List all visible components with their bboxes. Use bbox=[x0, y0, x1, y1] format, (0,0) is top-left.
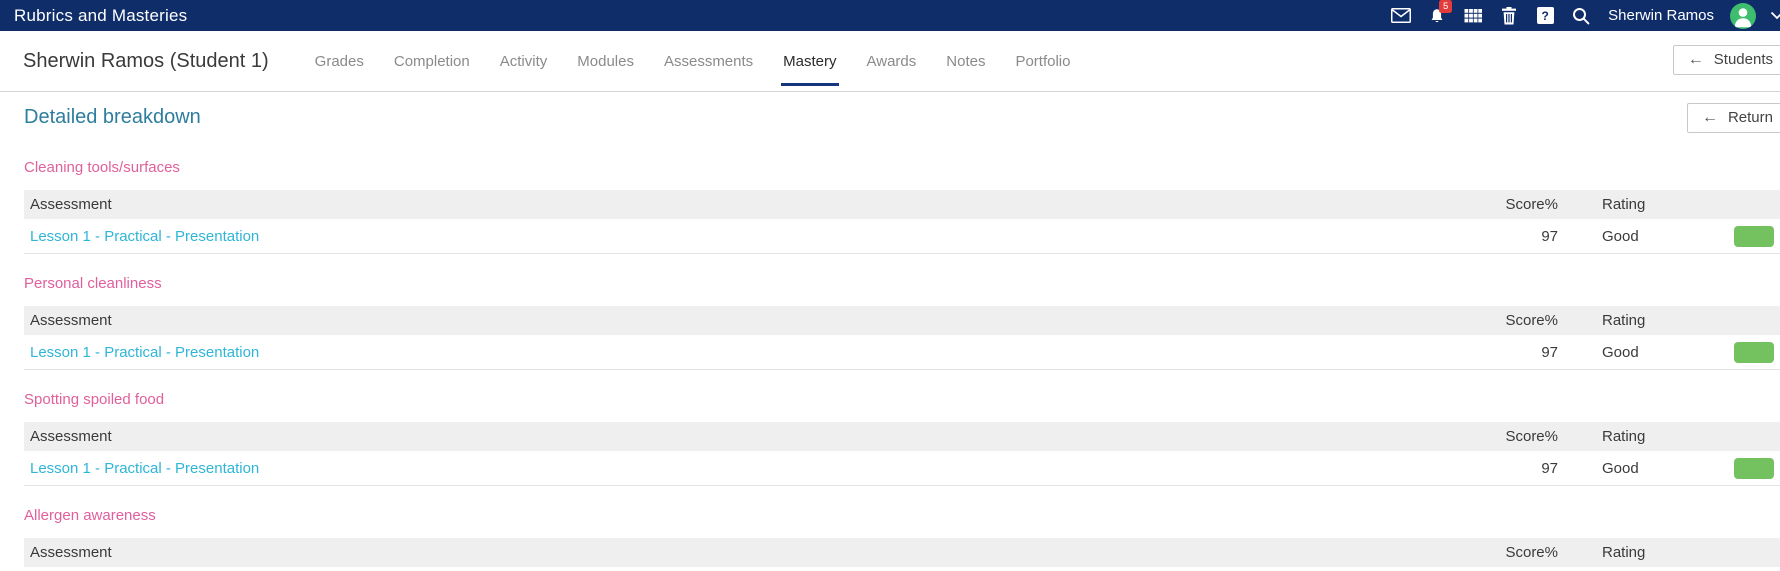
mastery-section: Cleaning tools/surfaces Assessment Score… bbox=[24, 159, 1780, 254]
return-button[interactable]: ← Return bbox=[1686, 103, 1780, 133]
rating-value: Good bbox=[1602, 227, 1639, 245]
app-title: Rubrics and Masteries bbox=[14, 5, 188, 25]
score-value: 97 bbox=[1541, 459, 1558, 477]
assessment-table: Assessment Score% Rating Lesson 1 - Prac… bbox=[24, 422, 1780, 486]
col-rating: Rating bbox=[1602, 312, 1646, 329]
tab-mastery[interactable]: Mastery bbox=[781, 31, 839, 92]
tab-portfolio[interactable]: Portfolio bbox=[1015, 52, 1071, 70]
col-score: Score% bbox=[1505, 196, 1558, 213]
col-assessment: Assessment bbox=[30, 544, 112, 561]
back-arrow-icon: ← bbox=[1701, 108, 1718, 126]
students-button-label: Students bbox=[1713, 51, 1773, 68]
rating-color-badge[interactable] bbox=[1734, 457, 1774, 479]
rating-value: Good bbox=[1602, 343, 1639, 361]
topbar-actions: 5 ? bbox=[1390, 0, 1780, 31]
section-title: Allergen awareness bbox=[24, 507, 156, 524]
section-title: Cleaning tools/surfaces bbox=[24, 159, 180, 176]
tab-completion[interactable]: Completion bbox=[393, 52, 470, 70]
col-score: Score% bbox=[1505, 544, 1558, 561]
col-score: Score% bbox=[1505, 312, 1558, 329]
user-menu-name[interactable]: Sherwin Ramos bbox=[1608, 7, 1714, 24]
rating-color-badge[interactable] bbox=[1734, 225, 1774, 247]
mail-icon[interactable] bbox=[1390, 0, 1412, 31]
table-header-row: Assessment Score% Rating bbox=[24, 538, 1780, 567]
mastery-section: Spotting spoiled food Assessment Score% … bbox=[24, 391, 1780, 486]
avatar[interactable] bbox=[1730, 2, 1756, 29]
back-arrow-icon: ← bbox=[1687, 50, 1704, 68]
score-value: 97 bbox=[1541, 227, 1558, 245]
tab-bar: Grades Completion Activity Modules Asses… bbox=[314, 31, 1071, 92]
section-title: Spotting spoiled food bbox=[24, 391, 165, 408]
assessment-table: Assessment Score% Rating Lesson 1 - Prac… bbox=[24, 190, 1780, 254]
assessment-table: Assessment Score% Rating Lesson 1 - Prac… bbox=[24, 538, 1780, 571]
page-title: Sherwin Ramos (Student 1) bbox=[23, 49, 269, 72]
student-header: Sherwin Ramos (Student 1) Grades Complet… bbox=[0, 31, 1780, 92]
col-rating: Rating bbox=[1602, 428, 1646, 445]
return-button-label: Return bbox=[1727, 109, 1773, 126]
main-content: Detailed breakdown ← Return Cleaning too… bbox=[0, 92, 1780, 571]
tab-awards[interactable]: Awards bbox=[866, 52, 917, 70]
col-assessment: Assessment bbox=[30, 196, 112, 213]
rating-value: Good bbox=[1602, 459, 1639, 477]
chevron-down-icon[interactable] bbox=[1770, 7, 1780, 25]
col-rating: Rating bbox=[1602, 544, 1646, 561]
grid-icon[interactable] bbox=[1462, 0, 1484, 31]
search-icon[interactable] bbox=[1570, 0, 1592, 31]
score-value: 97 bbox=[1541, 343, 1558, 361]
assessment-table: Assessment Score% Rating Lesson 1 - Prac… bbox=[24, 306, 1780, 370]
rating-color-badge[interactable] bbox=[1734, 341, 1774, 363]
col-assessment: Assessment bbox=[30, 428, 112, 445]
section-title: Personal cleanliness bbox=[24, 275, 162, 292]
tab-notes[interactable]: Notes bbox=[946, 52, 986, 70]
assessment-link[interactable]: Lesson 1 - Practical - Presentation bbox=[30, 459, 260, 477]
notifications-bell-icon[interactable]: 5 bbox=[1426, 0, 1453, 31]
tab-grades[interactable]: Grades bbox=[314, 52, 364, 70]
section-heading: Detailed breakdown bbox=[24, 106, 201, 128]
content-header-row: Detailed breakdown ← Return bbox=[24, 103, 1780, 138]
table-row: Lesson 1 - Practical - Presentation 97 G… bbox=[24, 451, 1780, 486]
mastery-section: Personal cleanliness Assessment Score% R… bbox=[24, 275, 1780, 370]
tab-activity[interactable]: Activity bbox=[499, 52, 548, 70]
notification-badge: 5 bbox=[1439, 0, 1453, 13]
help-icon[interactable]: ? bbox=[1534, 0, 1556, 31]
col-score: Score% bbox=[1505, 428, 1558, 445]
col-rating: Rating bbox=[1602, 196, 1646, 213]
table-row: Lesson 1 - Practical - Presentation 97 G… bbox=[24, 219, 1780, 254]
table-header-row: Assessment Score% Rating bbox=[24, 422, 1780, 451]
table-row: Lesson 1 - Practical - Presentation 97 G… bbox=[24, 335, 1780, 370]
help-glyph: ? bbox=[1536, 7, 1554, 24]
assessment-link[interactable]: Lesson 1 - Practical - Presentation bbox=[30, 343, 260, 361]
assessment-link[interactable]: Lesson 1 - Practical - Presentation bbox=[30, 227, 260, 245]
tab-modules[interactable]: Modules bbox=[577, 52, 634, 70]
students-button[interactable]: ← Students bbox=[1672, 45, 1780, 75]
tab-assessments[interactable]: Assessments bbox=[663, 52, 754, 70]
table-row: Lesson 1 - Practical - Presentation 97 G… bbox=[24, 567, 1780, 571]
table-header-row: Assessment Score% Rating bbox=[24, 306, 1780, 335]
table-header-row: Assessment Score% Rating bbox=[24, 190, 1780, 219]
top-bar: Rubrics and Masteries 5 bbox=[0, 0, 1780, 31]
col-assessment: Assessment bbox=[30, 312, 112, 329]
trash-icon[interactable] bbox=[1498, 0, 1520, 31]
mastery-section: Allergen awareness Assessment Score% Rat… bbox=[24, 507, 1780, 571]
